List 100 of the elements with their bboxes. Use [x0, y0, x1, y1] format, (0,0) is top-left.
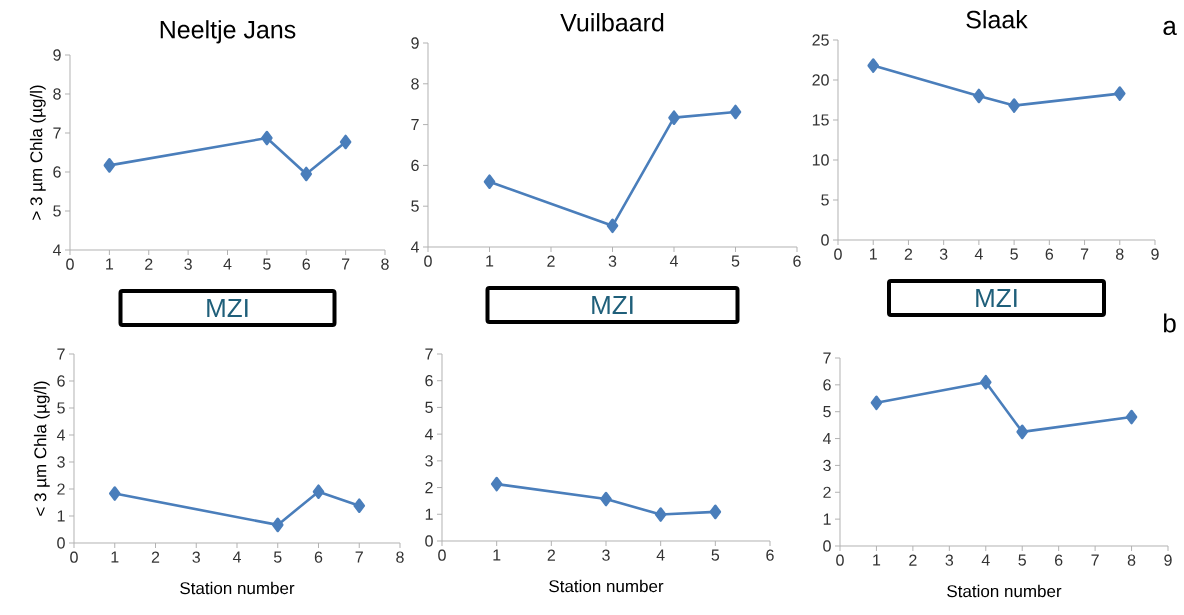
text: MZI [592, 296, 633, 314]
x-tick-label: 1 [111, 551, 119, 563]
x-tick-label: 0 [836, 554, 844, 566]
text: b [1164, 313, 1176, 333]
x-tick-label: 1 [873, 554, 881, 566]
point [654, 507, 667, 522]
point [1016, 424, 1029, 440]
x-tick-label: 2 [151, 551, 160, 563]
x-tick-label: 5 [711, 549, 720, 561]
x-tick-label: 4 [656, 549, 665, 561]
y-tick-label: 0 [425, 535, 433, 547]
point [271, 517, 284, 533]
x-tick-label: 8 [396, 551, 404, 563]
y-tick-label: 5 [425, 401, 433, 413]
point [1125, 409, 1138, 425]
point [867, 58, 880, 73]
y-tick-label: 8 [411, 78, 419, 90]
x-tick-label: 6 [793, 255, 801, 267]
x-tick-label: 4 [974, 248, 983, 260]
text: MZI [976, 289, 1017, 307]
point [103, 158, 116, 173]
y-tick-label: 10 [812, 154, 829, 166]
y-tick-label: 8 [53, 88, 61, 100]
x-tick-label: 3 [945, 554, 954, 566]
y-tick-label: 7 [411, 119, 419, 131]
x-tick-label: 1 [106, 258, 114, 270]
y-tick-label: 1 [425, 508, 433, 520]
point [870, 395, 883, 411]
x-tick-label: 6 [766, 549, 774, 561]
point [729, 104, 742, 120]
x-tick-label: 5 [1010, 248, 1018, 260]
x-tick-label: 7 [1080, 248, 1089, 260]
point [709, 504, 722, 520]
x-tick-label: 6 [302, 258, 310, 270]
point [606, 218, 619, 234]
x-tick-label: 3 [602, 549, 610, 561]
x-tick-label: 9 [1164, 554, 1172, 566]
y-tick-label: 3 [823, 459, 831, 472]
x-tick-label: 8 [1127, 554, 1136, 566]
y-tick-label: 9 [411, 37, 419, 49]
x-tick-label: 5 [273, 551, 282, 563]
y-tick-label: 7 [57, 348, 65, 360]
point [353, 498, 366, 514]
x-tick-label: 3 [608, 255, 617, 267]
y-tick-label: 1 [823, 513, 831, 525]
x-tick-label: 6 [1045, 248, 1054, 260]
y-tick-label: 0 [821, 234, 829, 246]
y-tick-label: 5 [57, 402, 65, 414]
x-tick-label: 7 [1091, 554, 1099, 566]
chart-title: Neeltje Jans [160, 20, 296, 44]
y-tick-label: 7 [53, 127, 61, 139]
y-tick-label: 1 [57, 510, 65, 522]
y-tick-label: 5 [823, 406, 831, 418]
point [668, 110, 680, 125]
point [600, 491, 612, 507]
y-tick-label: 4 [424, 428, 433, 440]
y-tick-label: 9 [53, 49, 61, 61]
point [339, 134, 352, 150]
y-axis-title: < 3 µm Chla (µg/l) [33, 381, 50, 516]
x-tick-label: 0 [438, 549, 446, 561]
y-tick-label: 25 [812, 34, 829, 46]
y-tick-label: 6 [53, 166, 61, 178]
y-tick-label: 7 [823, 352, 831, 364]
x-axis-title: Station number [549, 579, 664, 593]
x-tick-label: 1 [493, 549, 501, 561]
x-tick-label: 3 [192, 551, 200, 563]
x-tick-label: 6 [1055, 554, 1063, 566]
x-tick-label: 6 [314, 551, 323, 563]
y-tick-label: 2 [57, 483, 65, 495]
x-tick-label: 9 [1151, 248, 1159, 260]
y-tick-label: 2 [425, 481, 433, 494]
x-tick-label: 0 [834, 248, 842, 260]
x-tick-label: 5 [731, 255, 740, 267]
point [261, 130, 273, 146]
x-tick-label: 8 [381, 258, 389, 270]
x-tick-label: 0 [70, 551, 78, 563]
x-tick-label: 7 [341, 258, 350, 270]
point [973, 88, 985, 104]
y-tick-label: 6 [823, 379, 831, 391]
chart-title: Vuilbaard [560, 13, 664, 32]
x-tick-label: 4 [223, 258, 232, 270]
x-tick-label: 2 [547, 255, 555, 267]
point [312, 484, 325, 499]
y-tick-label: 3 [57, 456, 65, 468]
text: a [1163, 20, 1177, 36]
x-tick-label: 4 [232, 551, 241, 563]
x-tick-label: 1 [870, 248, 877, 260]
y-tick-label: 6 [57, 375, 65, 387]
y-tick-label: 4 [56, 429, 65, 441]
x-tick-label: 2 [145, 258, 153, 270]
x-axis-title: Station number [947, 584, 1062, 598]
x-tick-label: 1 [486, 255, 494, 267]
y-tick-label: 5 [411, 200, 419, 212]
y-tick-label: 0 [823, 540, 831, 552]
point [483, 174, 496, 190]
point [300, 166, 313, 182]
y-tick-label: 15 [812, 114, 829, 126]
x-tick-label: 2 [909, 554, 917, 566]
y-tick-label: 6 [425, 375, 433, 387]
y-axis-title: > 3 µm Chla (µg/l) [29, 85, 46, 220]
